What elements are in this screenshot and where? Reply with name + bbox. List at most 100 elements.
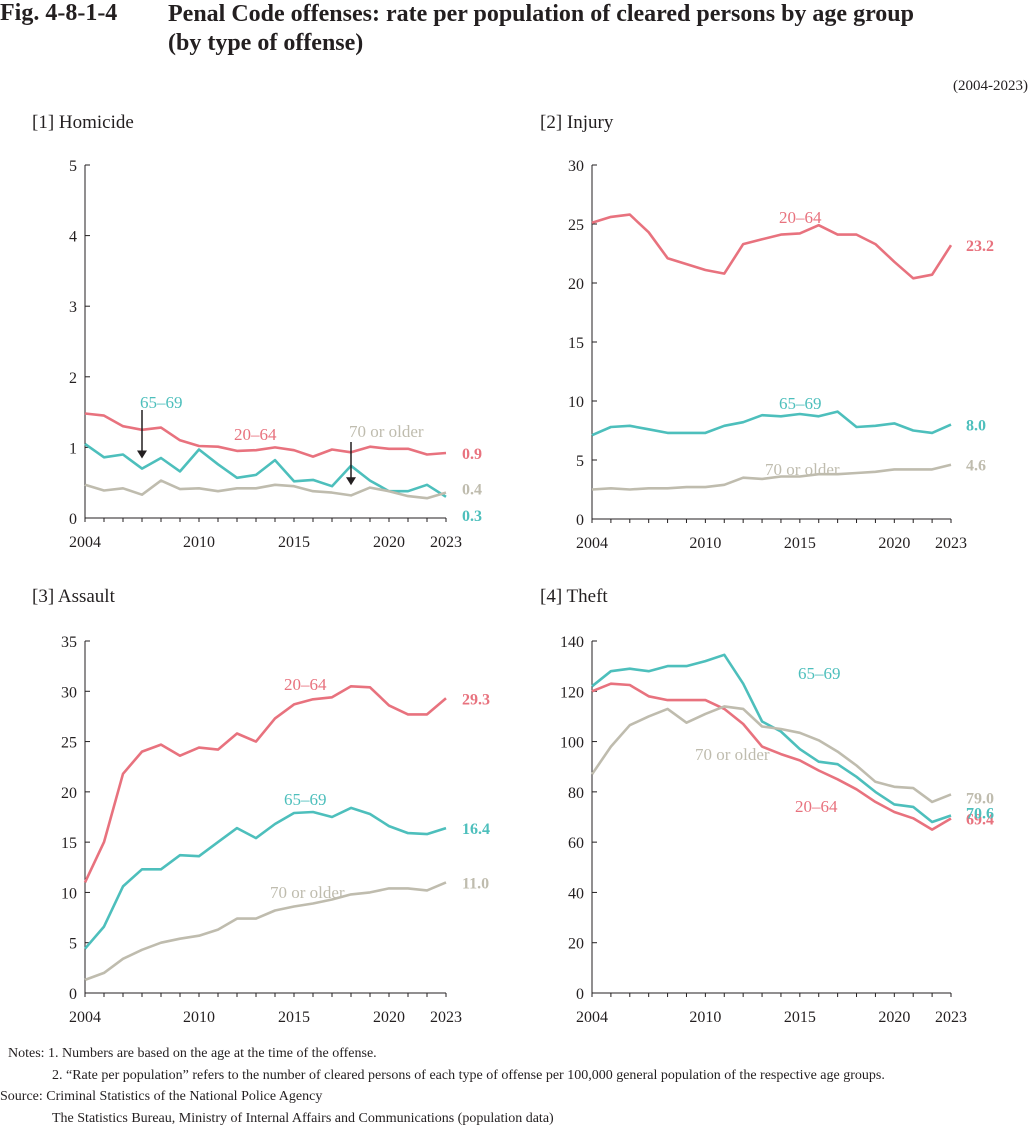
series-name-label: 20–64 — [284, 675, 327, 694]
chart-panel-1: [1] Homicide 0 1 2 3 4 5 2004 2010 2015 2020 2023 20… — [32, 112, 482, 551]
series-name-label: 20–64 — [795, 797, 838, 816]
series-name-label: 65–69 — [284, 790, 327, 809]
figure-title-line2: (by type of offense) — [168, 30, 364, 56]
y-tick-label: 120 — [560, 684, 584, 701]
x-tick-label: 2010 — [689, 1009, 721, 1026]
series-name-label: 70 or older — [270, 883, 345, 902]
series-name-label: 65–69 — [779, 394, 822, 413]
panel-title: [1] Homicide — [32, 112, 134, 133]
series-name-label: 70 or older — [695, 745, 770, 764]
y-tick-label: 0 — [69, 986, 77, 1003]
annotation-arrow-head — [346, 477, 356, 486]
y-tick-label: 80 — [568, 785, 584, 802]
y-tick-label: 5 — [69, 936, 77, 953]
source-line: Source: Criminal Statistics of the Natio… — [0, 1089, 323, 1104]
x-tick-label: 2023 — [430, 1009, 462, 1026]
end-value-label: 69.4 — [966, 812, 994, 829]
end-value-label: 4.6 — [966, 458, 986, 475]
y-tick-label: 60 — [568, 835, 584, 852]
y-tick-label: 100 — [560, 735, 584, 752]
y-tick-label: 10 — [568, 394, 584, 411]
y-tick-label: 25 — [568, 217, 584, 234]
y-tick-label: 1 — [69, 440, 77, 457]
y-tick-label: 10 — [61, 885, 77, 902]
chart-panel-3: [3] Assault 0 5 10 15 20 25 30 35 2004 2010 2015 202… — [32, 586, 490, 1026]
series-line-3 — [84, 881, 447, 982]
y-tick-label: 5 — [576, 453, 584, 470]
series-name-label: 65–69 — [798, 664, 841, 683]
x-tick-label: 2010 — [183, 1009, 215, 1026]
series-line-3 — [590, 705, 952, 804]
y-tick-label: 15 — [61, 835, 77, 852]
y-tick-label: 30 — [568, 158, 584, 175]
y-tick-label: 2 — [69, 370, 77, 387]
series-line-2 — [591, 653, 952, 824]
source-line-2: The Statistics Bureau, Ministry of Inter… — [52, 1111, 554, 1126]
y-tick-label: 20 — [568, 936, 584, 953]
x-tick-label: 2004 — [69, 1009, 101, 1026]
end-value-label: 29.3 — [462, 691, 490, 708]
y-tick-label: 25 — [61, 735, 77, 752]
panel-title: [4] Theft — [540, 586, 608, 607]
y-tick-label: 35 — [61, 634, 77, 651]
y-tick-label: 20 — [568, 276, 584, 293]
y-tick-label: 40 — [568, 885, 584, 902]
figure-title: Fig. 4-8-1-4 Penal Code offenses: rate p… — [0, 0, 1030, 64]
y-tick-label: 0 — [576, 986, 584, 1003]
series-line-3 — [591, 463, 952, 491]
annotation-arrow-head — [137, 450, 147, 459]
end-value-label: 16.4 — [462, 821, 490, 838]
end-value-label: 11.0 — [462, 875, 489, 892]
series-line-1 — [84, 412, 447, 458]
note-2: 2. “Rate per population” refers to the n… — [52, 1068, 885, 1083]
x-tick-label: 2020 — [373, 1009, 405, 1026]
x-tick-label: 2023 — [935, 1009, 967, 1026]
note-1: Notes: 1. Numbers are based on the age a… — [8, 1046, 377, 1061]
figure-number: Fig. 4-8-1-4 — [0, 0, 118, 26]
panel-title: [2] Injury — [540, 112, 614, 133]
x-tick-label: 2020 — [373, 534, 405, 551]
end-value-label: 79.0 — [966, 790, 994, 807]
chart-panel-2: [2] Injury 0 5 10 15 20 25 30 2004 2010 2015 2020 20… — [540, 112, 994, 552]
y-tick-label: 0 — [576, 512, 584, 529]
period-label: (2004-2023) — [953, 78, 1028, 94]
x-tick-label: 2010 — [689, 535, 721, 552]
y-tick-label: 140 — [560, 634, 584, 651]
x-tick-label: 2015 — [278, 534, 310, 551]
x-tick-label: 2020 — [878, 535, 910, 552]
chart-panel-4: [4] Theft 0 20 40 60 80 100 120 140 2004 2010 2015 2… — [540, 586, 994, 1026]
y-tick-label: 0 — [69, 511, 77, 528]
end-value-label: 70.6 — [966, 805, 994, 822]
panel-title: [3] Assault — [32, 586, 116, 607]
y-tick-label: 30 — [61, 684, 77, 701]
series-name-label: 70 or older — [349, 422, 424, 441]
series-line-1 — [591, 682, 952, 831]
end-value-label: 0.9 — [462, 446, 482, 463]
series-line-1 — [83, 684, 447, 883]
x-tick-label: 2015 — [278, 1009, 310, 1026]
y-tick-label: 4 — [69, 229, 77, 246]
series-line-2 — [84, 806, 447, 950]
series-name-label: 20–64 — [779, 208, 822, 227]
end-value-label: 0.4 — [462, 482, 482, 499]
figure-title-text: Penal Code offenses: rate per population… — [168, 0, 1028, 58]
x-tick-label: 2020 — [878, 1009, 910, 1026]
x-tick-label: 2023 — [935, 535, 967, 552]
x-tick-label: 2004 — [576, 1009, 608, 1026]
figure-title-line1: Penal Code offenses: rate per population… — [168, 1, 914, 27]
series-line-1 — [591, 213, 953, 280]
x-tick-label: 2004 — [576, 535, 608, 552]
x-tick-label: 2023 — [430, 534, 462, 551]
end-value-label: 23.2 — [966, 238, 994, 255]
x-tick-label: 2004 — [69, 534, 101, 551]
y-tick-label: 3 — [69, 299, 77, 316]
end-value-label: 0.3 — [462, 508, 482, 525]
y-tick-label: 15 — [568, 335, 584, 352]
x-tick-label: 2010 — [183, 534, 215, 551]
y-tick-label: 20 — [61, 785, 77, 802]
series-name-label: 65–69 — [140, 393, 183, 412]
series-name-label: 70 or older — [765, 460, 840, 479]
series-line-2 — [591, 410, 952, 437]
x-tick-label: 2015 — [784, 1009, 816, 1026]
